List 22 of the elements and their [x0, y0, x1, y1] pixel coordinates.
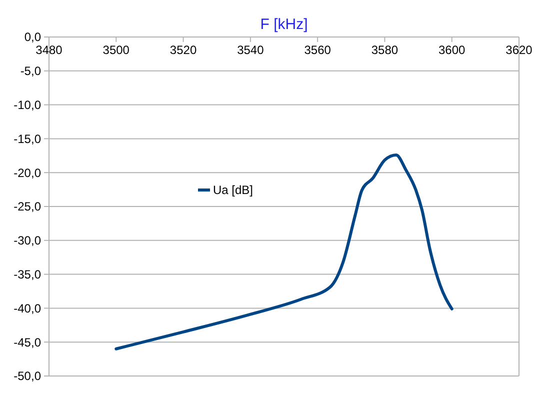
x-tick-label: 3480	[36, 43, 63, 57]
x-tick-label: 3580	[371, 43, 398, 57]
y-tick-label: -20,0	[14, 166, 42, 180]
x-tick-label: 3600	[438, 43, 466, 57]
y-tick-label: -40,0	[14, 301, 42, 316]
y-tick-label: -10,0	[14, 98, 42, 112]
x-tick-label: 3560	[304, 43, 332, 57]
x-tick-label: 3500	[102, 43, 130, 57]
y-tick-label: 0,0	[24, 30, 42, 44]
y-tick-label: -35,0	[14, 268, 42, 282]
y-tick-label: -25,0	[14, 200, 42, 214]
x-axis-title: F [kHz]	[260, 16, 308, 33]
y-tick-label: -45,0	[14, 335, 42, 350]
legend-label: Ua [dB]	[213, 183, 254, 198]
y-tick-label: -5,0	[20, 64, 42, 78]
x-tick-label: 3520	[170, 43, 197, 57]
x-tick-label: 3620	[506, 43, 533, 57]
y-tick-label: -30,0	[14, 234, 42, 248]
y-tick-label: -50,0	[14, 369, 42, 384]
y-tick-label: -15,0	[14, 132, 42, 146]
x-tick-label: 3540	[237, 43, 264, 57]
line-series	[114, 153, 454, 350]
